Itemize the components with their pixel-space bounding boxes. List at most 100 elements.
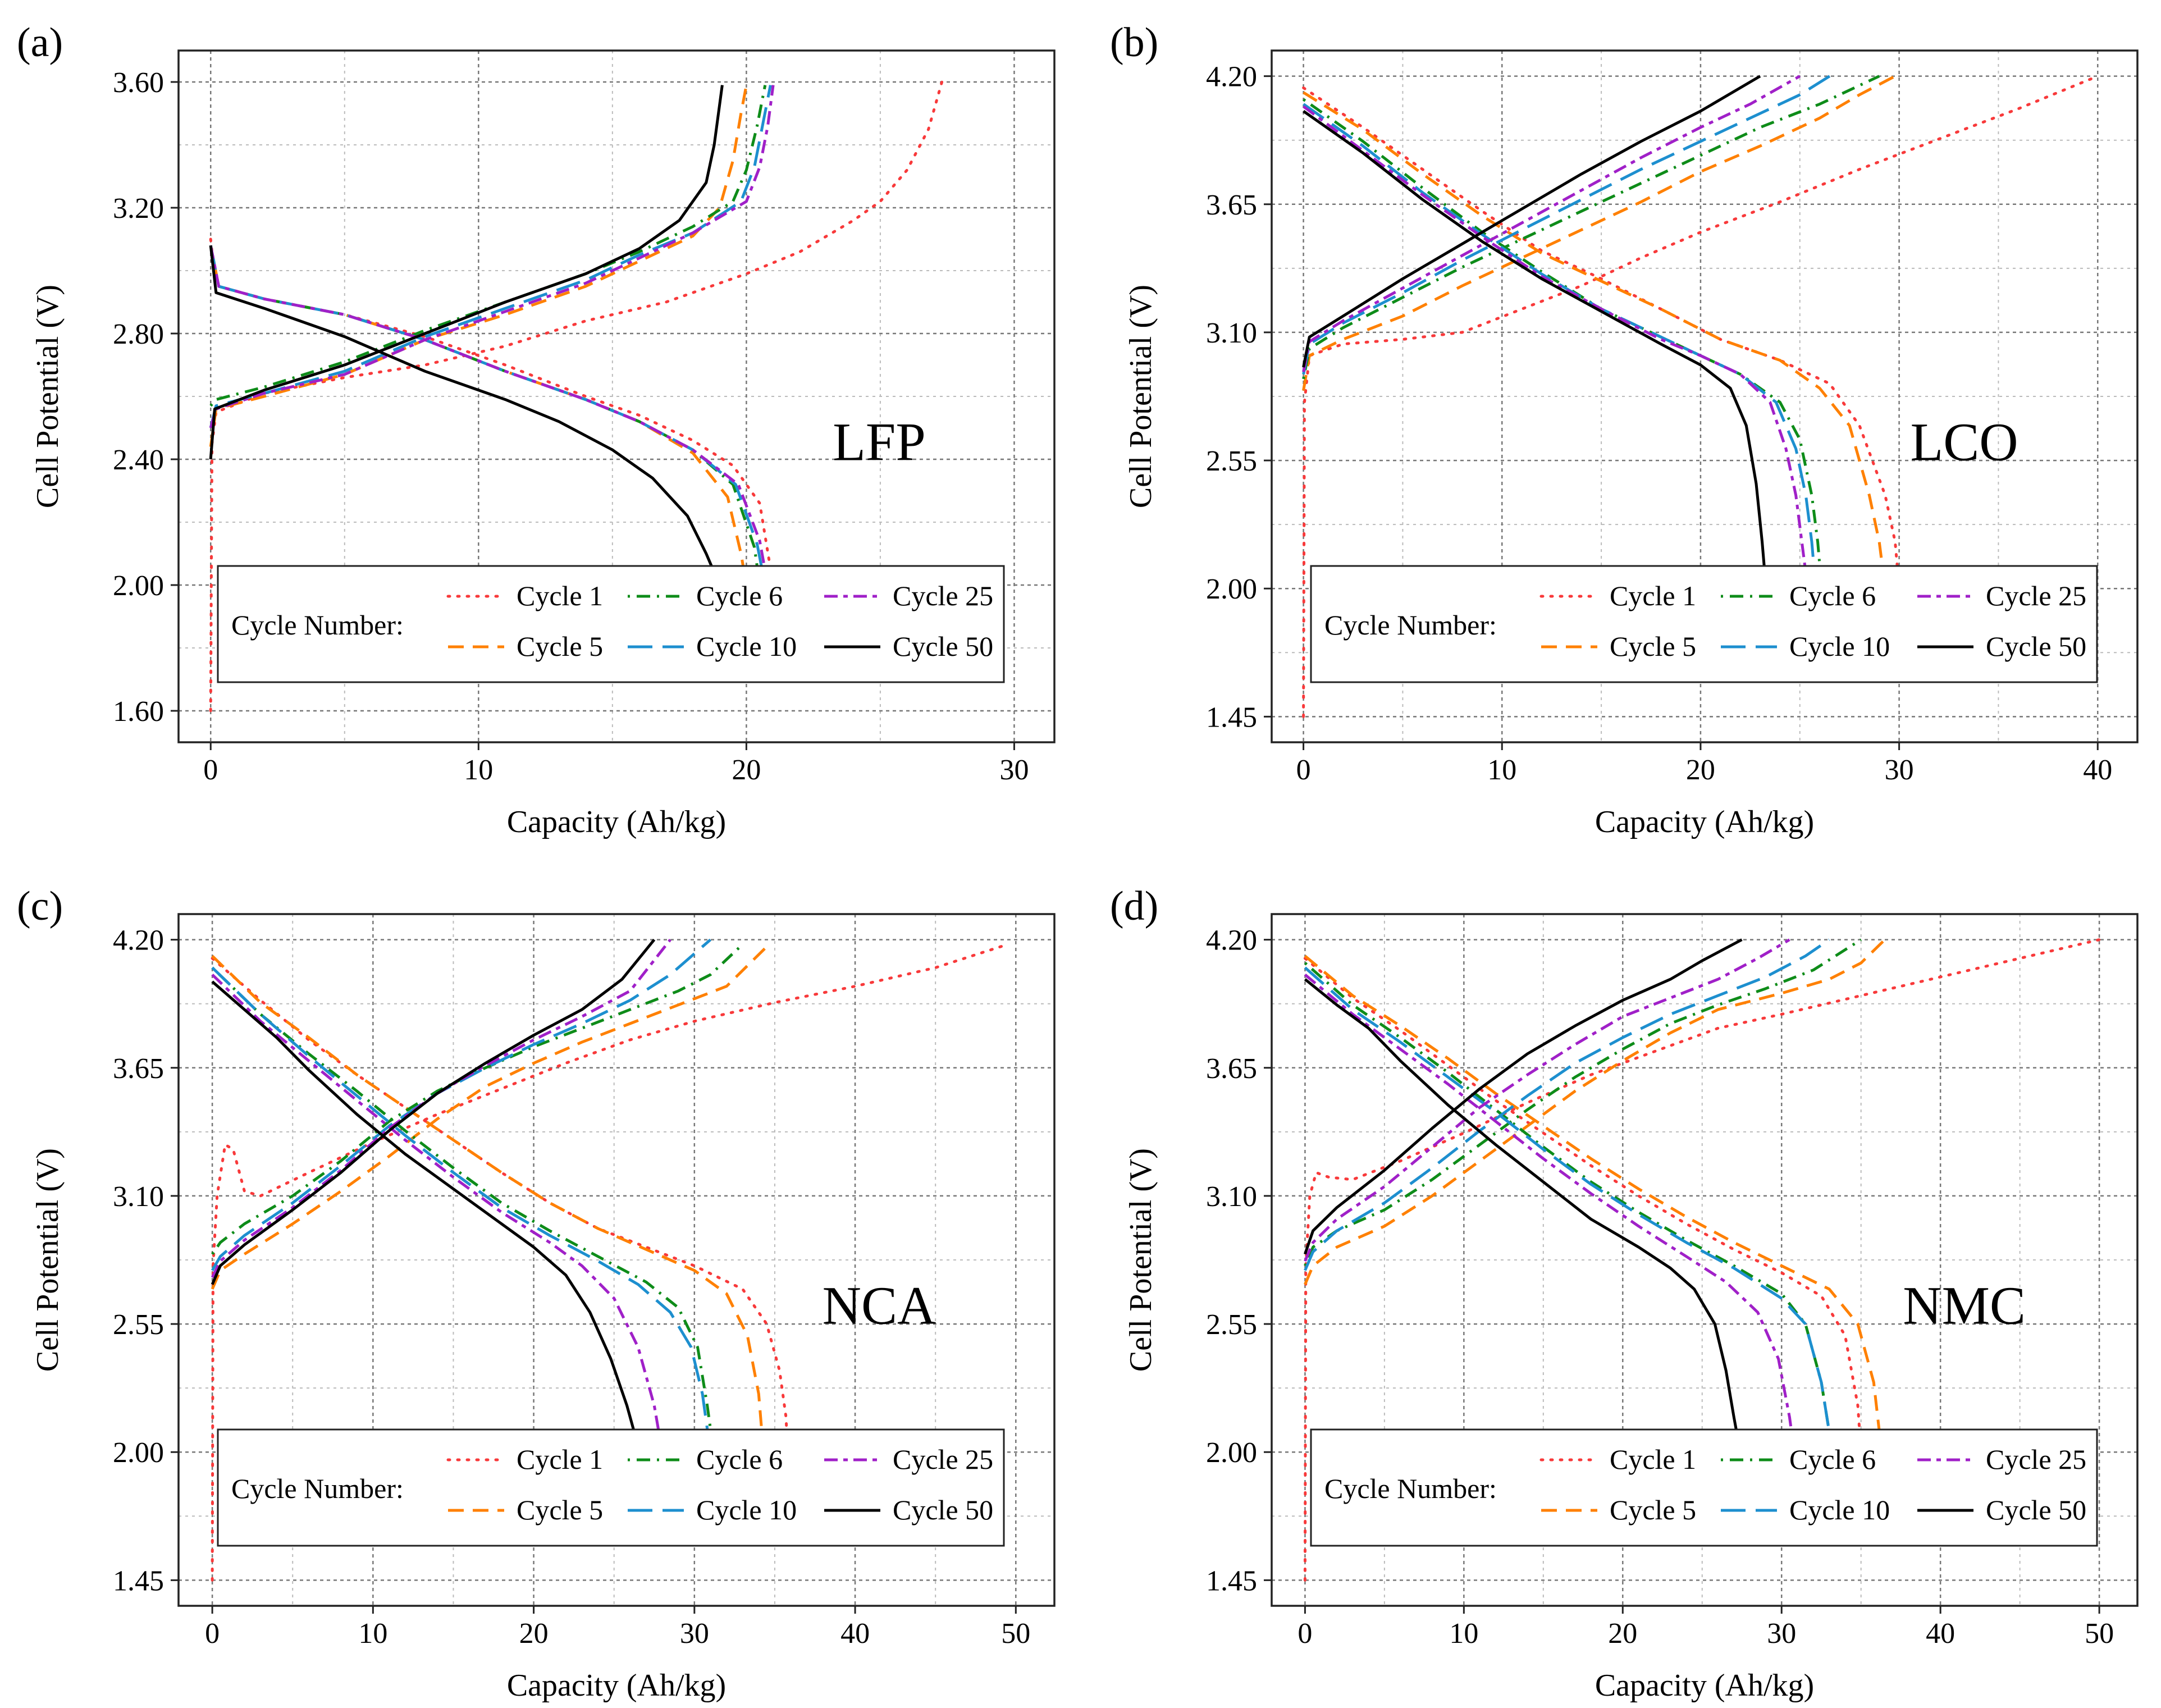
series-line-cycle-1-charge xyxy=(1303,938,2101,1582)
series-line-cycle-50-charge xyxy=(1302,75,1761,368)
x-tick-label: 30 xyxy=(680,1618,709,1650)
plot-frame xyxy=(1271,913,2139,1607)
series-line-cycle-6-charge xyxy=(1304,938,1862,1267)
y-tick-label: 2.55 xyxy=(113,1309,164,1341)
plot-frame xyxy=(1271,49,2139,743)
series-line-cycle-10-charge xyxy=(1304,938,1830,1271)
series-line-cycle-50-discharge xyxy=(211,980,641,1453)
y-axis-title: Cell Potential (V) xyxy=(30,1148,65,1372)
legend-entry-label: Cycle 10 xyxy=(696,631,797,662)
legend-entry-label: Cycle 50 xyxy=(1986,631,2086,662)
panel-label: (a) xyxy=(17,20,63,66)
series-line-cycle-25-discharge xyxy=(1304,973,1796,1453)
legend-entry-label: Cycle 5 xyxy=(1610,1494,1696,1526)
series-line-cycle-5-charge xyxy=(211,946,768,1290)
y-tick-label: 3.10 xyxy=(1206,1181,1257,1213)
panel-a: 0 10 20 30 1.60 2.00 2.40 2.80 3.20 3.60 Capacity … xyxy=(17,20,1056,839)
series-group xyxy=(211,938,1009,1582)
legend-box xyxy=(217,565,1005,683)
legend-entry-label: Cycle 50 xyxy=(1986,1494,2086,1526)
legend-title: Cycle Number: xyxy=(1324,1473,1497,1504)
series-line-cycle-10-discharge xyxy=(1303,103,1817,589)
y-tick-label: 2.00 xyxy=(1206,573,1257,605)
legend-entry-label: Cycle 1 xyxy=(1610,1444,1696,1475)
legend-entry-label: Cycle 50 xyxy=(893,1494,993,1526)
series-line-cycle-50-charge xyxy=(211,939,656,1285)
legend-entry-label: Cycle 6 xyxy=(1789,580,1876,611)
series-line-cycle-25-discharge xyxy=(209,245,769,586)
series-line-cycle-1-charge xyxy=(1302,75,2099,718)
x-tick-label: 20 xyxy=(1686,754,1715,786)
y-tick-label: 4.20 xyxy=(1206,925,1257,957)
legend-entry-label: Cycle 10 xyxy=(1789,631,1890,662)
y-tick-label: 3.65 xyxy=(1206,189,1257,221)
chemistry-label: NMC xyxy=(1903,1275,2026,1335)
x-tick-label: 30 xyxy=(1885,754,1914,786)
series-line-cycle-5-discharge xyxy=(211,955,765,1453)
y-tick-label: 4.20 xyxy=(113,925,164,957)
plot-frame xyxy=(177,49,1056,743)
x-tick-label: 40 xyxy=(1926,1618,1955,1650)
series-line-cycle-25-discharge xyxy=(211,974,664,1453)
series-group xyxy=(1302,75,2099,718)
x-axis-title: Capacity (Ah/kg) xyxy=(507,805,726,839)
panel-d: 0 10 20 30 40 50 1.45 2.00 2.55 3.10 3.65 4.20 Capac… xyxy=(1110,883,2139,1703)
y-tick-label: 3.65 xyxy=(1206,1053,1257,1085)
series-line-cycle-50-discharge xyxy=(1304,978,1742,1453)
series-line-cycle-6-discharge xyxy=(211,966,715,1453)
x-axis-title: Capacity (Ah/kg) xyxy=(507,1668,726,1703)
legend-entry-label: Cycle 50 xyxy=(893,631,993,662)
legend-entry-label: Cycle 25 xyxy=(893,580,993,611)
legend: Cycle Number: Cycle 1 Cycle 5 Cycle 6 Cycle … xyxy=(1310,1428,2098,1547)
x-tick-label: 0 xyxy=(205,1618,220,1650)
series-line-cycle-6-discharge xyxy=(209,245,761,586)
panel-b: 0 10 20 30 40 1.45 2.00 2.55 3.10 3.65 4.20 Capacit… xyxy=(1110,20,2139,839)
series-line-cycle-25-charge xyxy=(1304,938,1790,1262)
legend-entry-label: Cycle 25 xyxy=(1986,580,2086,611)
legend: Cycle Number: Cycle 1 Cycle 5 Cycle 6 Cycle … xyxy=(217,1428,1005,1547)
legend-entry-label: Cycle 6 xyxy=(696,1444,783,1475)
chemistry-label: LCO xyxy=(1911,412,2018,472)
legend: Cycle Number: Cycle 1 Cycle 5 Cycle 6 Cycle … xyxy=(1310,565,2098,683)
legend-entry-label: Cycle 25 xyxy=(893,1444,993,1475)
legend-entry-label: Cycle 10 xyxy=(1789,1494,1890,1526)
y-tick-label: 2.55 xyxy=(1206,445,1257,477)
y-tick-label: 1.45 xyxy=(113,1565,164,1597)
x-tick-label: 40 xyxy=(840,1618,870,1650)
x-tick-label: 30 xyxy=(999,754,1029,786)
series-group xyxy=(209,80,944,713)
x-tick-label: 0 xyxy=(203,754,218,786)
x-tick-label: 20 xyxy=(1608,1618,1637,1650)
legend-entry-label: Cycle 5 xyxy=(517,1494,603,1526)
x-tick-label: 10 xyxy=(358,1618,387,1650)
legend-title: Cycle Number: xyxy=(231,609,404,641)
y-tick-label: 3.10 xyxy=(113,1181,164,1213)
y-tick-label: 4.20 xyxy=(1206,61,1257,93)
series-line-cycle-50-charge xyxy=(1304,938,1743,1255)
x-tick-label: 10 xyxy=(464,754,493,786)
panel-c: 0 10 20 30 40 50 1.45 2.00 2.55 3.10 3.65 4.20 Capac… xyxy=(17,883,1056,1703)
series-line-cycle-10-discharge xyxy=(209,245,767,586)
y-tick-label: 2.80 xyxy=(113,318,164,350)
legend-entry-label: Cycle 1 xyxy=(517,1444,603,1475)
y-tick-label: 2.00 xyxy=(1206,1437,1257,1469)
legend-box xyxy=(217,1428,1005,1547)
series-line-cycle-5-discharge xyxy=(1304,955,1883,1453)
y-tick-label: 2.00 xyxy=(113,570,164,602)
series-line-cycle-1-discharge xyxy=(1303,957,1863,1454)
panel-label: (d) xyxy=(1110,883,1158,929)
x-tick-label: 10 xyxy=(1487,754,1516,786)
series-line-cycle-5-charge xyxy=(1304,938,1886,1285)
legend-entry-label: Cycle 1 xyxy=(517,580,603,611)
y-axis-title: Cell Potential (V) xyxy=(30,285,65,508)
x-tick-label: 50 xyxy=(2085,1618,2114,1650)
legend-entry-label: Cycle 10 xyxy=(696,1494,797,1526)
legend-box xyxy=(1310,565,2098,683)
x-axis-title: Capacity (Ah/kg) xyxy=(1595,805,1814,839)
y-tick-label: 3.65 xyxy=(113,1053,164,1085)
y-tick-label: 3.10 xyxy=(1206,317,1257,349)
series-line-cycle-25-charge xyxy=(209,85,775,428)
chemistry-label: LFP xyxy=(833,412,925,472)
x-tick-label: 40 xyxy=(2083,754,2112,786)
